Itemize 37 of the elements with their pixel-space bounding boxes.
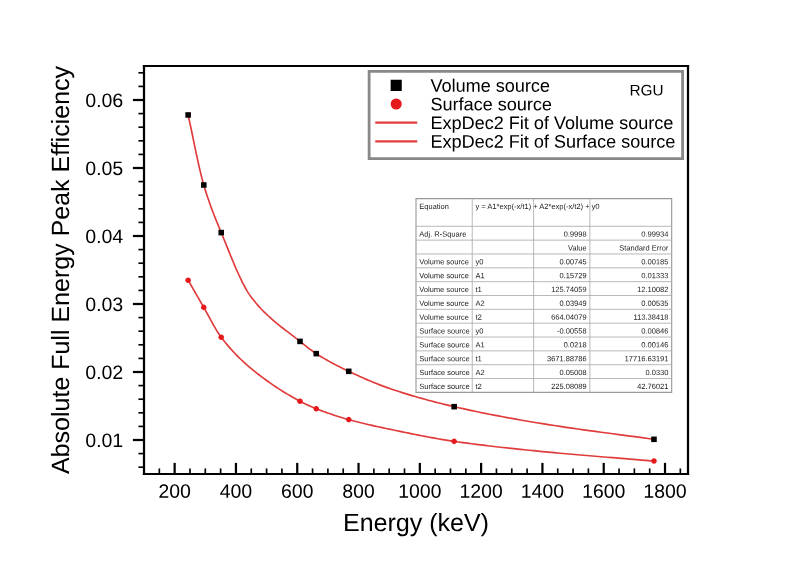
legend-label: ExpDec2 Fit of Surface source <box>431 134 675 152</box>
point <box>218 229 225 236</box>
x-tick-label: 1800 <box>644 484 686 498</box>
x-tick-label: 1200 <box>460 484 502 498</box>
x-tick-label: 1600 <box>583 484 625 498</box>
x-axis-title: Energy (keV) <box>345 512 488 537</box>
point <box>651 436 657 443</box>
point <box>651 458 657 464</box>
point <box>451 403 457 410</box>
point <box>297 398 303 405</box>
point <box>218 334 225 341</box>
point <box>451 438 457 445</box>
y-tick-label: 0.05 <box>86 161 123 176</box>
legend-label: Surface source <box>431 97 552 111</box>
y-tick-label: 0.04 <box>86 229 123 244</box>
x-tick-label: 1400 <box>522 484 564 498</box>
legend-label: ExpDec2 Fit of Volume source <box>431 115 673 133</box>
x-tick-label: 400 <box>220 484 252 498</box>
y-tick-label: 0.01 <box>86 433 123 448</box>
y-tick-label: 0.02 <box>86 365 123 380</box>
y-tick-label: 0.06 <box>86 93 123 108</box>
y-axis-title: Absolute Full Energy Peak Efficiency <box>50 65 75 474</box>
point <box>345 368 352 375</box>
point <box>200 182 207 188</box>
point <box>185 277 191 283</box>
y-tick-label: 0.03 <box>86 297 123 312</box>
x-tick-label: 1000 <box>399 484 441 498</box>
x-tick-label: 800 <box>343 484 374 498</box>
point <box>185 112 191 118</box>
legend-label: Volume source <box>430 78 550 92</box>
point <box>200 304 207 311</box>
point <box>313 350 320 357</box>
x-tick-label: 200 <box>159 484 191 498</box>
x-tick-label: 600 <box>282 484 313 498</box>
point <box>297 338 303 345</box>
point <box>345 416 352 423</box>
point <box>313 405 320 412</box>
